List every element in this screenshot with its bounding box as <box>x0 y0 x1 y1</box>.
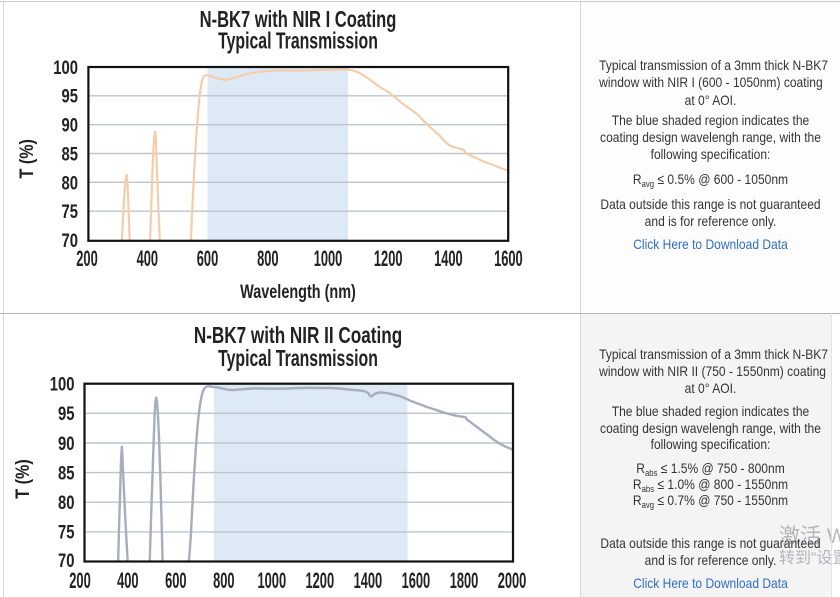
svg-text:400: 400 <box>137 246 158 270</box>
svg-text:85: 85 <box>58 463 74 484</box>
svg-text:95: 95 <box>58 403 74 424</box>
svg-text:600: 600 <box>165 568 186 592</box>
svg-text:Typical Transmission: Typical Transmission <box>218 346 378 372</box>
svg-text:1400: 1400 <box>434 246 463 270</box>
svg-text:80: 80 <box>62 173 78 194</box>
svg-text:N-BK7 with NIR I Coating: N-BK7 with NIR I Coating <box>200 7 397 32</box>
svg-text:1200: 1200 <box>374 246 403 270</box>
svg-text:2000: 2000 <box>498 568 527 592</box>
svg-text:75: 75 <box>58 522 74 543</box>
svg-text:100: 100 <box>50 374 75 395</box>
svg-text:100: 100 <box>53 57 78 78</box>
svg-text:400: 400 <box>117 568 138 592</box>
svg-text:T (%): T (%) <box>12 459 34 498</box>
svg-text:1600: 1600 <box>494 246 523 270</box>
svg-text:1200: 1200 <box>305 568 334 592</box>
svg-text:Wavelength (nm): Wavelength (nm) <box>240 281 356 302</box>
svg-text:1000: 1000 <box>314 246 343 270</box>
svg-text:75: 75 <box>62 201 78 222</box>
svg-text:1800: 1800 <box>450 568 479 592</box>
svg-text:N-BK7 with NIR II Coating: N-BK7 with NIR II Coating <box>194 324 402 349</box>
svg-text:85: 85 <box>62 144 78 165</box>
svg-text:70: 70 <box>62 230 78 251</box>
svg-text:800: 800 <box>257 246 278 270</box>
svg-text:70: 70 <box>58 550 74 571</box>
svg-text:1400: 1400 <box>354 568 383 592</box>
svg-text:1000: 1000 <box>257 568 286 592</box>
svg-text:1600: 1600 <box>402 568 431 592</box>
svg-text:90: 90 <box>62 115 78 136</box>
svg-text:80: 80 <box>58 492 74 513</box>
svg-text:800: 800 <box>213 568 234 592</box>
svg-text:200: 200 <box>76 246 97 270</box>
svg-text:T (%): T (%) <box>16 139 38 178</box>
svg-text:90: 90 <box>58 433 74 454</box>
svg-text:Typical Transmission: Typical Transmission <box>218 29 378 55</box>
svg-text:95: 95 <box>62 86 78 107</box>
svg-text:600: 600 <box>197 246 218 270</box>
svg-text:200: 200 <box>69 568 90 592</box>
